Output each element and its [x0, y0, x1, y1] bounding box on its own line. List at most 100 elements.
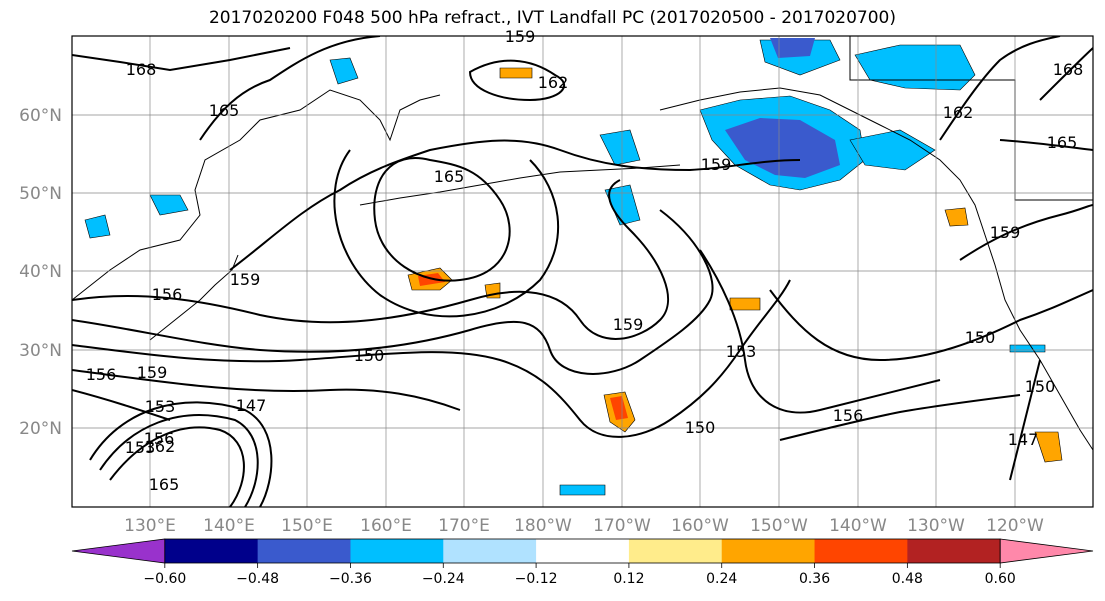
contour-label: 150 [354, 346, 385, 365]
contour-label: 150 [1025, 377, 1056, 396]
map-title: 2017020200 F048 500 hPa refract., IVT La… [208, 8, 896, 28]
positive-anomaly-east [729, 297, 761, 311]
contour-label: 165 [1047, 133, 1078, 152]
contour-sw-cluster-1 [109, 426, 245, 507]
negative-anomaly-south [559, 484, 606, 496]
colorbar-segment [907, 539, 1001, 563]
colorbar: −0.60 −0.48 −0.36 −0.24 −0.12 0.12 0.24 0.36 0.4… [71, 538, 1094, 587]
negative-anomaly-nw [849, 129, 936, 171]
contour-165-east [999, 139, 1093, 151]
strong-positive-hawaii [610, 396, 628, 420]
colorbar-tick-label: 0.12 [613, 571, 644, 587]
contour-label: 147 [236, 396, 267, 415]
contour-label: 162 [538, 73, 569, 92]
contour-label: 159 [701, 155, 732, 174]
contour-168-east [1039, 47, 1093, 101]
contour-153-band [72, 209, 714, 375]
lon-tick-label: 180°W [514, 516, 572, 536]
lon-tick-label: 120°W [986, 516, 1044, 536]
contour-156-east [779, 394, 1021, 441]
colorbar-tick-label: 0.36 [799, 571, 830, 587]
contour-sw-cluster-3 [89, 401, 273, 507]
colorbar-segment [164, 539, 259, 563]
lat-tick-label: 30°N [19, 341, 62, 361]
negative-anomaly-canada [854, 44, 976, 91]
graticule [72, 36, 1093, 507]
contour-159-main [229, 139, 801, 271]
contour-label: 159 [990, 223, 1021, 242]
contour-label: 165 [209, 101, 240, 120]
colorbar-tick-label: 0.24 [706, 571, 737, 587]
colorbar-extend-low [71, 538, 166, 564]
colorbar-segment [443, 539, 537, 563]
contour-label: 156 [86, 365, 117, 384]
contour-label: 168 [126, 60, 157, 79]
negative-anomaly-bering [329, 57, 359, 85]
colorbar-tick-label: −0.60 [143, 571, 186, 587]
positive-anomaly-se [1034, 431, 1063, 463]
lat-tick-label: 60°N [19, 106, 62, 126]
contour-162-loop [333, 149, 560, 318]
lon-tick-label: 140°W [829, 516, 887, 536]
colorbar-segment [257, 539, 351, 563]
coastline-aleutians [359, 164, 681, 206]
contour-label: 159 [230, 270, 261, 289]
colorbar-tick-label: −0.48 [236, 571, 279, 587]
contour-sw-cluster-2 [99, 414, 259, 507]
latitude-labels: 60°N 50°N 40°N 30°N 20°N [19, 106, 62, 439]
lon-tick-label: 130°E [124, 516, 176, 536]
negative-anomaly-mid [599, 129, 641, 166]
contour-label: 150 [965, 328, 996, 347]
refractivity-contours [72, 36, 1093, 507]
contour-150-east [769, 289, 1093, 362]
colorbar-segment [536, 539, 630, 563]
contour-165-north [199, 36, 381, 141]
contour-label: 165 [149, 475, 180, 494]
contour-162-bering [468, 59, 566, 102]
contour-sw-153 [72, 389, 171, 421]
strong-negative-top [770, 38, 815, 58]
longitude-labels: 130°E 140°E 150°E 160°E 170°E 180°W 170°W 160°W… [124, 516, 1044, 536]
lon-tick-label: 130°W [907, 516, 965, 536]
colorbar-extend-high [999, 538, 1094, 564]
contour-147 [72, 369, 461, 411]
lon-tick-label: 140°E [203, 516, 255, 536]
lon-tick-label: 150°W [750, 516, 808, 536]
colorbar-tick-label: 0.48 [892, 571, 923, 587]
map-frame [71, 35, 1094, 508]
positive-anomaly-bering [499, 67, 533, 79]
contour-150-band [72, 279, 791, 438]
contour-147-east [1009, 359, 1041, 481]
colorbar-tick-label: −0.36 [329, 571, 372, 587]
lon-tick-label: 160°W [671, 516, 729, 536]
contour-label: 156 [152, 285, 183, 304]
lat-tick-label: 50°N [19, 184, 62, 204]
contour-156-band [72, 179, 670, 340]
colorbar-tick-label: −0.24 [422, 571, 465, 587]
contour-labels: 168 165 159 162 165 159 168 162 165 159 159 156 159 1… [86, 27, 1084, 494]
contour-label: 159 [137, 363, 168, 382]
contour-label: 147 [1008, 430, 1039, 449]
contour-label: 153 [726, 342, 757, 361]
contour-165-loop [373, 157, 511, 282]
coastline-asia [72, 89, 441, 301]
lon-tick-label: 170°E [438, 516, 490, 536]
contour-label: 165 [434, 167, 465, 186]
contour-159-east [959, 204, 1093, 261]
contour-label: 150 [685, 418, 716, 437]
negative-anomaly-okhotsk [84, 214, 111, 239]
contour-label: 156 [144, 429, 175, 448]
lon-tick-label: 160°E [360, 516, 412, 536]
negative-anomaly-japan [149, 194, 189, 216]
contour-label: 156 [833, 406, 864, 425]
contour-label: 168 [1053, 60, 1084, 79]
colorbar-segment [628, 539, 723, 563]
lat-tick-label: 20°N [19, 419, 62, 439]
positive-anomaly-coast [944, 207, 969, 227]
contour-label: 159 [613, 315, 644, 334]
colorbar-tick-label: 0.60 [985, 571, 1016, 587]
contour-label: 162 [145, 437, 176, 456]
contour-153-pac [699, 249, 941, 414]
colorbar-segment [721, 539, 816, 563]
